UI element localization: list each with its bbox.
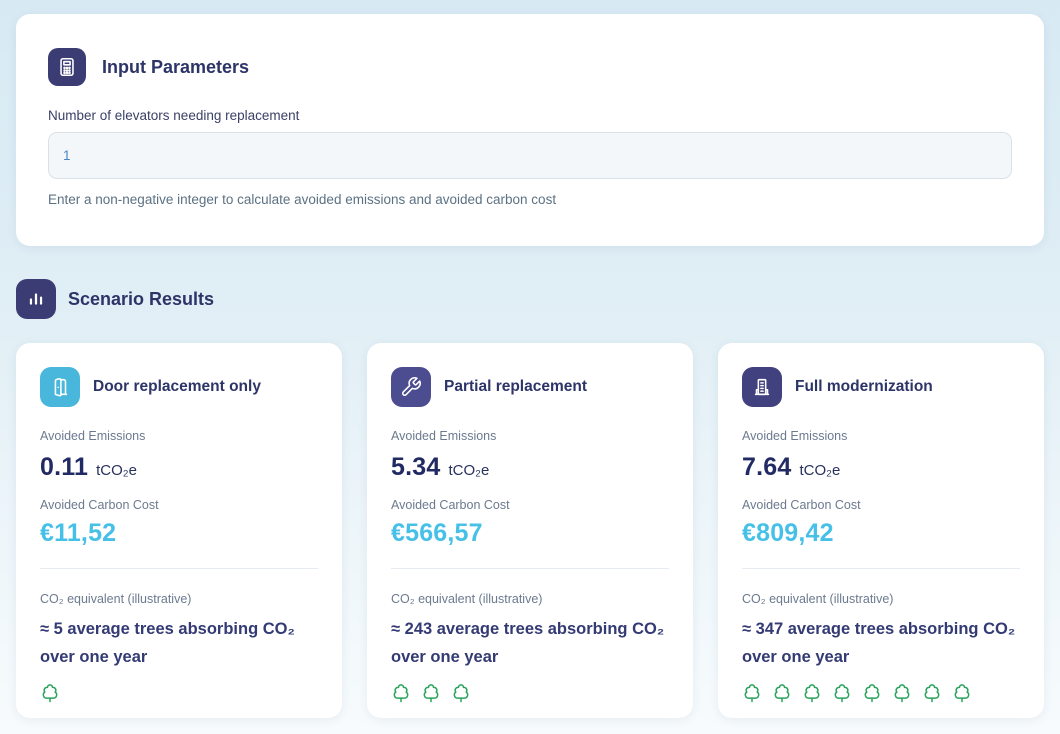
emissions-value-row: 5.34 tCO₂e [391, 452, 669, 482]
input-parameters-card: Input Parameters Number of elevators nee… [16, 14, 1044, 246]
cost-label: Avoided Carbon Cost [40, 498, 159, 512]
door-icon [40, 367, 80, 407]
wrench-icon [391, 367, 431, 407]
elevator-count-label: Number of elevators needing replacement [48, 108, 300, 123]
scenario-cards: Door replacement only Avoided Emissions … [16, 343, 1044, 718]
emissions-label: Avoided Emissions [742, 429, 848, 443]
divider [40, 568, 318, 569]
scenario-title: Full modernization [795, 378, 933, 395]
calculator-icon [48, 48, 86, 86]
input-parameters-header: Input Parameters [48, 48, 1012, 86]
emissions-value-row: 0.11 tCO₂e [40, 452, 318, 482]
equivalent-text: ≈ 347 average trees absorbing CO₂ over o… [742, 620, 1016, 667]
tree-icon [894, 683, 910, 702]
tree-icon [423, 683, 439, 702]
scenario-results-title: Scenario Results [68, 288, 215, 309]
scenario-card-partial: Partial replacement Avoided Emissions 5.… [367, 343, 693, 718]
elevator-count-input[interactable] [48, 132, 1012, 179]
divider [391, 568, 669, 569]
tree-icon [393, 683, 409, 702]
tree-icon [834, 683, 850, 702]
elevator-count-help: Enter a non-negative integer to calculat… [48, 192, 557, 207]
scenario-card-header: Full modernization [742, 367, 1020, 407]
tree-icon [744, 683, 760, 702]
app: { "colors": { "background_top": "#d7eaf4… [0, 14, 1060, 734]
scenario-title: Partial replacement [444, 378, 588, 395]
tree-icons [742, 683, 1020, 704]
emissions-value-row: 7.64 tCO₂e [742, 452, 1020, 482]
emissions-value: 7.64 [742, 453, 792, 481]
building-icon [742, 367, 782, 407]
cost-label: Avoided Carbon Cost [391, 498, 510, 512]
cost-value: €11,52 [40, 519, 117, 547]
tree-icons [40, 683, 318, 704]
emissions-label: Avoided Emissions [40, 429, 146, 443]
scenario-card-header: Partial replacement [391, 367, 669, 407]
emissions-label: Avoided Emissions [391, 429, 497, 443]
equivalent-label: CO₂ equivalent (illustrative) [391, 592, 543, 606]
equivalent-label: CO₂ equivalent (illustrative) [742, 592, 894, 606]
equivalent-text: ≈ 5 average trees absorbing CO₂ over one… [40, 620, 295, 667]
scenario-card-door: Door replacement only Avoided Emissions … [16, 343, 342, 718]
tree-icon [453, 683, 469, 702]
tree-icons [391, 683, 669, 704]
emissions-unit: tCO₂e [799, 462, 841, 479]
tree-icon [954, 683, 970, 702]
emissions-value: 0.11 [40, 453, 89, 481]
scenario-title: Door replacement only [93, 378, 261, 395]
tree-icon [804, 683, 820, 702]
scenario-card-header: Door replacement only [40, 367, 318, 407]
tree-icon [864, 683, 880, 702]
divider [742, 568, 1020, 569]
equivalent-text: ≈ 243 average trees absorbing CO₂ over o… [391, 620, 665, 667]
scenario-card-full: Full modernization Avoided Emissions 7.6… [718, 343, 1044, 718]
scenario-results-header: Scenario Results [16, 279, 1044, 319]
bar-chart-icon [16, 279, 56, 319]
cost-value: €566,57 [391, 519, 483, 547]
equivalent-label: CO₂ equivalent (illustrative) [40, 592, 192, 606]
tree-icon [42, 683, 58, 702]
emissions-unit: tCO₂e [96, 462, 137, 479]
input-parameters-title: Input Parameters [102, 56, 250, 77]
tree-icon [774, 683, 790, 702]
cost-value: €809,42 [742, 519, 834, 547]
cost-label: Avoided Carbon Cost [742, 498, 861, 512]
emissions-unit: tCO₂e [448, 462, 490, 479]
tree-icon [924, 683, 940, 702]
emissions-value: 5.34 [391, 453, 441, 481]
